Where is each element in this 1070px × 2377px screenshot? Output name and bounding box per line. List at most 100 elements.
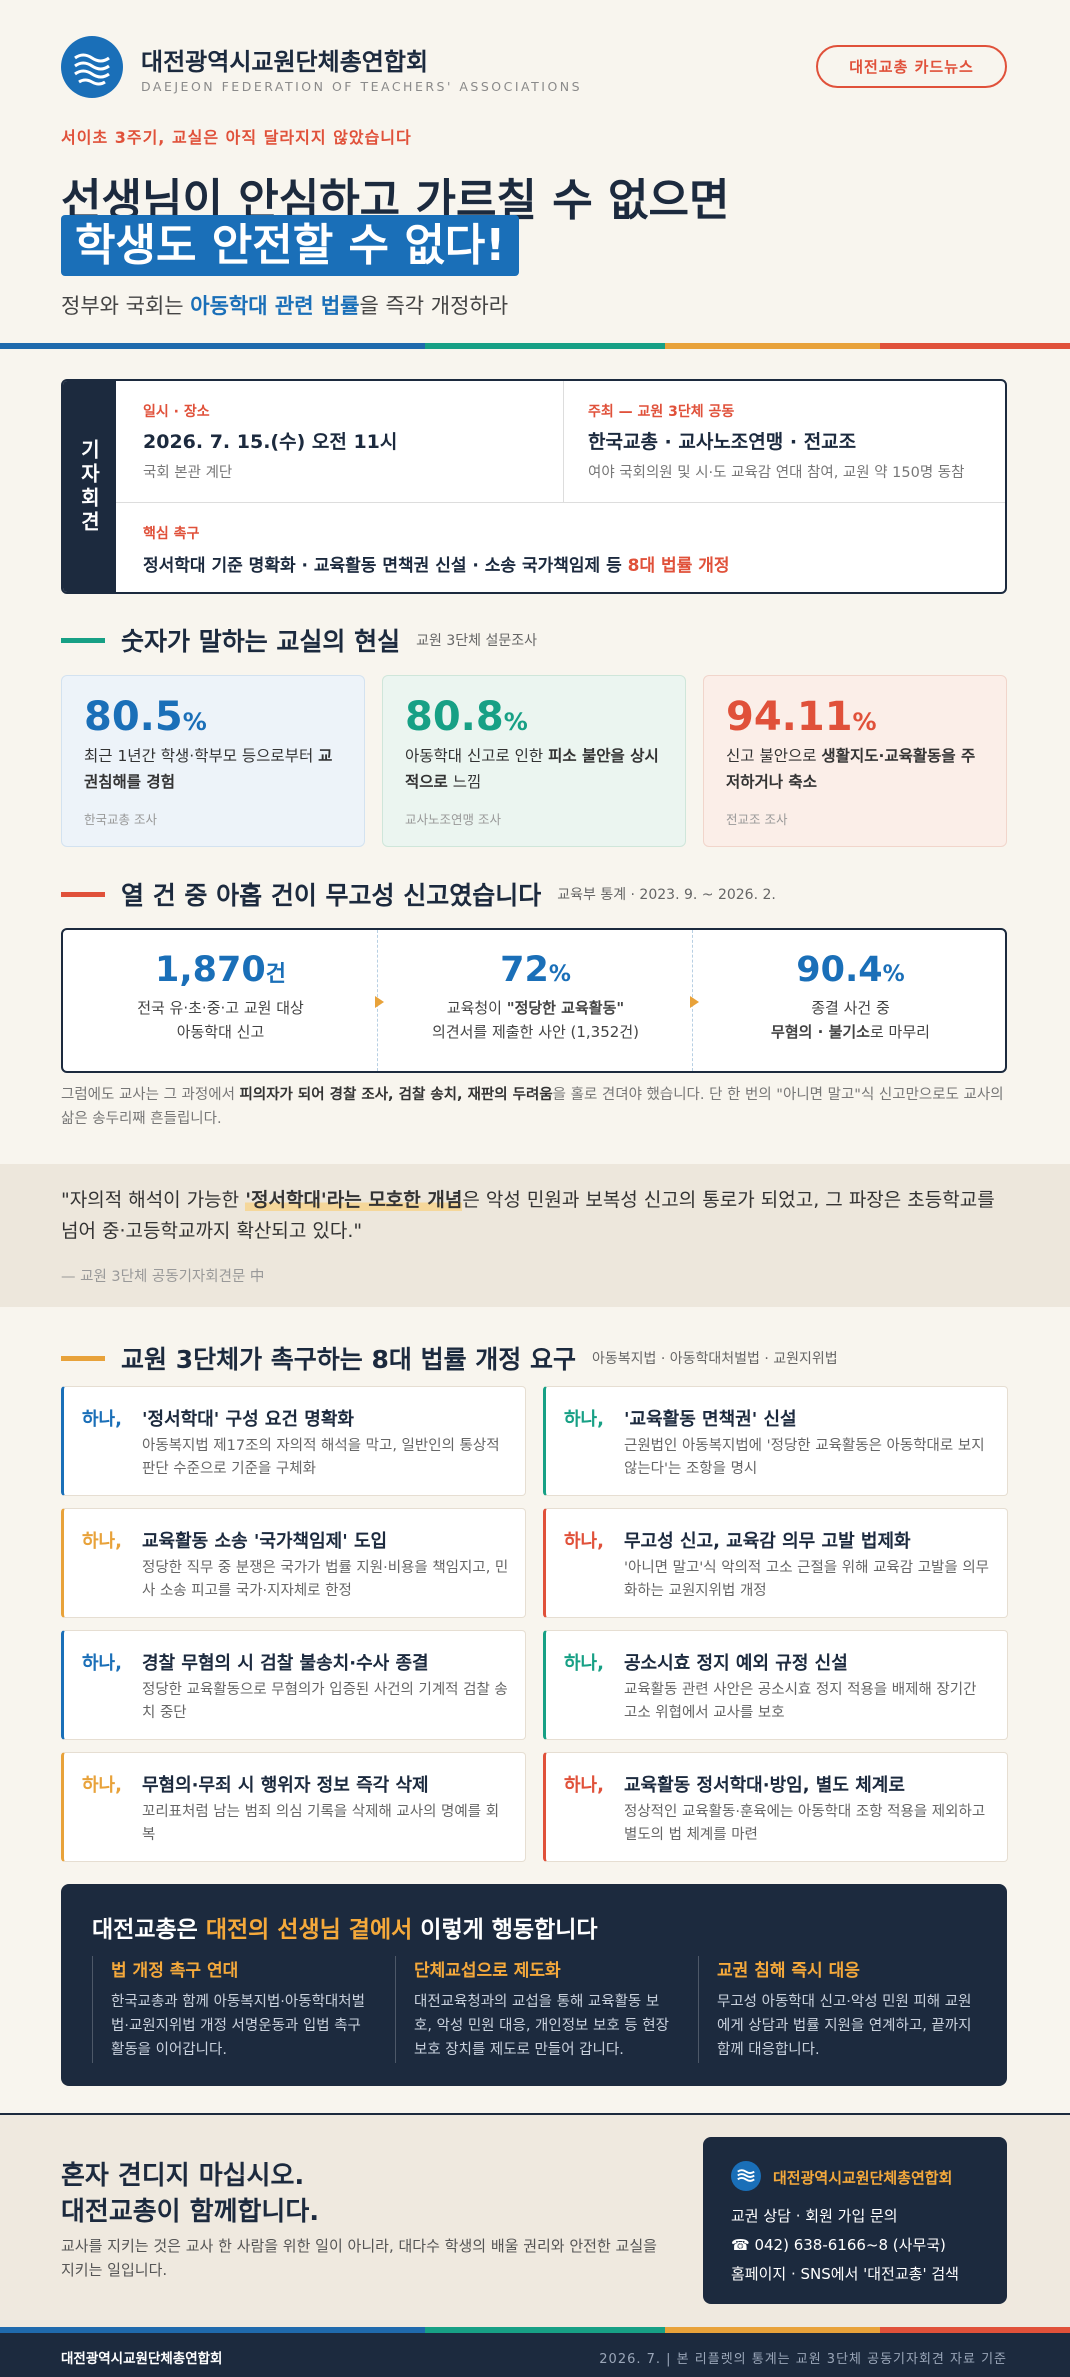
footer-bar bbox=[0, 2333, 1070, 2377]
org-name-en: DAEJEON FEDERATION OF TEACHERS' ASSOCIAT… bbox=[141, 79, 583, 94]
card-news-button[interactable]: 대전교총 카드뉴스 bbox=[816, 45, 1007, 88]
stat-card: 94.11% 신고 불안으로 생활지도·교육활동을 주저하거나 축소 전교조 조… bbox=[703, 675, 1007, 847]
date: 2026. 7. 15.(수) 오전 11시 bbox=[143, 431, 398, 453]
law-desc: 아동복지법 제17조의 자의적 해석을 막고, 일반인의 통상적 판단 수준으로… bbox=[142, 1438, 500, 1478]
label: 주최 — 교원 3단체 공동 bbox=[588, 404, 735, 420]
demand: 정서학대 기준 명확화 · 교육활동 면책권 신설 · 소송 국가책임제 등 8… bbox=[143, 551, 730, 576]
press-label: 기자회견 bbox=[63, 381, 116, 592]
emphasis: 아동학대 관련 법률 bbox=[190, 294, 360, 318]
stat-unit: % bbox=[852, 708, 877, 736]
text: 전국 유·초·중·고 교원 대상 bbox=[137, 999, 304, 1017]
headline-highlight: 학생도 안전할 수 없다! bbox=[61, 215, 520, 276]
text: 아동학대 신고로 인한 bbox=[405, 747, 549, 765]
text: 이렇게 행동합니다 bbox=[412, 1917, 598, 1943]
action-item-desc: 한국교총과 함께 아동복지법·아동학대처벌법·교원지위법 개정 서명운동과 입법… bbox=[111, 1994, 365, 2058]
emphasis: 생활지도·교육활동을 주저하거나 축소 bbox=[726, 747, 976, 791]
contact-org: 대전광역시교원단체총연합회 bbox=[773, 2169, 953, 2187]
law-title: 무혐의·무죄 시 행위자 정보 즉각 삭제 bbox=[142, 1775, 429, 1796]
emphasis: 무혐의 · 불기소 bbox=[771, 1023, 870, 1041]
contact-line: 홈페이지 · SNS에서 '대전교총' 검색 bbox=[731, 2265, 959, 2283]
attendees: 여야 국회의원 및 시·도 교육감 연대 참여, 교원 약 150명 동참 bbox=[588, 465, 965, 481]
report-unit: % bbox=[882, 962, 905, 987]
law-prefix: 하나, bbox=[82, 1653, 122, 1674]
text: 은 악성 민원과 보복성 신고의 통로가 되었고, 그 파장은 초등학교를 넘어… bbox=[61, 1189, 995, 1243]
law-prefix: 하나, bbox=[82, 1409, 122, 1430]
report-item: 90.4% 종결 사건 중 무혐의 · 불기소로 마무리 bbox=[693, 930, 1008, 1071]
law-prefix: 하나, bbox=[564, 1409, 604, 1430]
report-item: 72% 교육청이 "정당한 교육활동" 의견서를 제출한 사안 (1,352건) bbox=[378, 930, 693, 1071]
law-title: 공소시효 정지 예외 규정 신설 bbox=[624, 1653, 848, 1674]
subtitle: 정부와 국회는 아동학대 관련 법률을 즉각 개정하라 bbox=[61, 290, 508, 320]
contact-line: 교권 상담 · 회원 가입 문의 bbox=[731, 2207, 898, 2225]
text: 대전교총은 bbox=[92, 1917, 206, 1943]
label: 일시 · 장소 bbox=[143, 404, 210, 420]
stat-text: 최근 1년간 학생·학부모 등으로부터 교권침해를 경험 bbox=[84, 744, 342, 795]
law-desc: 정당한 교육활동으로 무혐의가 입증된 사건의 기계적 검찰 송치 중단 bbox=[142, 1682, 508, 1722]
closing-headline: 혼자 견디지 마십시오. bbox=[61, 2161, 305, 2191]
closing-headline: 대전교총이 함께합니다. bbox=[61, 2197, 320, 2227]
place: 국회 본관 계단 bbox=[143, 465, 233, 481]
stat-unit: % bbox=[182, 708, 207, 736]
law-card: 하나, 교육활동 소송 '국가책임제' 도입 정당한 직무 중 분쟁은 국가가 법률… bbox=[61, 1508, 526, 1618]
action-item: 단체교섭으로 제도화 대전교육청과의 교섭을 통해 교육활동 보호, 악성 민원 … bbox=[395, 1956, 675, 2063]
stat-source: 전교조 조사 bbox=[726, 812, 788, 827]
emphasis: 8대 법률 개정 bbox=[627, 556, 730, 576]
stat-value: 94.11 bbox=[726, 694, 853, 740]
text: 종결 사건 중 bbox=[811, 999, 890, 1017]
press-box: 기자회견 일시 · 장소 2026. 7. 15.(수) 오전 11시 국회 본… bbox=[61, 379, 1007, 594]
logo bbox=[731, 2161, 761, 2191]
action-item-title: 단체교섭으로 제도화 bbox=[414, 1961, 561, 1981]
text: 로 마무리 bbox=[869, 1023, 930, 1041]
section-header: 숫자가 말하는 교실의 현실 교원 3단체 설문조사 bbox=[61, 622, 537, 658]
law-prefix: 하나, bbox=[82, 1531, 122, 1552]
action-title: 대전교총은 대전의 선생님 곁에서 이렇게 행동합니다 bbox=[92, 1910, 598, 1944]
stat-text: 신고 불안으로 생활지도·교육활동을 주저하거나 축소 bbox=[726, 744, 984, 795]
emphasis: 교권침해를 경험 bbox=[84, 747, 333, 791]
stat-source: 한국교총 조사 bbox=[84, 812, 157, 827]
color-stripe bbox=[0, 343, 1070, 349]
law-card: 하나, '정서학대' 구성 요건 명확화 아동복지법 제17조의 자의적 해석을 막… bbox=[61, 1386, 526, 1496]
text: 의견서를 제출한 사안 (1,352건) bbox=[432, 1023, 639, 1041]
action-item-title: 교권 침해 즉시 대응 bbox=[717, 1961, 860, 1981]
law-prefix: 하나, bbox=[564, 1653, 604, 1674]
arrow bbox=[690, 996, 699, 1008]
org-name: 대전광역시교원단체총연합회 bbox=[141, 48, 429, 76]
text: 신고 불안으로 bbox=[726, 747, 822, 765]
paragraph: 그럼에도 교사는 그 과정에서 피의자가 되어 경찰 조사, 검찰 송치, 재판… bbox=[61, 1084, 1007, 1132]
color-stripe bbox=[0, 2327, 1070, 2333]
text: 교육청이 bbox=[446, 999, 507, 1017]
action-item-title: 법 개정 촉구 연대 bbox=[111, 1961, 239, 1981]
label: 핵심 촉구 bbox=[143, 526, 200, 542]
text: "자의적 해석이 가능한 bbox=[61, 1189, 246, 1211]
law-desc: 꼬리표처럼 남는 범죄 의심 기록을 삭제해 교사의 명예를 회복 bbox=[142, 1804, 500, 1844]
section-title: 숫자가 말하는 교실의 현실 bbox=[121, 627, 401, 656]
law-prefix: 하나, bbox=[564, 1775, 604, 1796]
law-card: 하나, 무혐의·무죄 시 행위자 정보 즉각 삭제 꼬리표처럼 남는 범죄 의심 기… bbox=[61, 1752, 526, 1862]
action-item-desc: 무고성 아동학대 신고·악성 민원 피해 교원에게 상담과 법률 지원을 연계하… bbox=[717, 1994, 972, 2058]
stat-card: 80.5% 최근 1년간 학생·학부모 등으로부터 교권침해를 경험 한국교총 … bbox=[61, 675, 365, 847]
section-header: 교원 3단체가 촉구하는 8대 법률 개정 요구 아동복지법 · 아동학대처벌법 … bbox=[61, 1340, 838, 1376]
contact-box: 대전광역시교원단체총연합회 교권 상담 · 회원 가입 문의 ☎ 042) 63… bbox=[703, 2137, 1007, 2304]
section-note: 교원 3단체 설문조사 bbox=[416, 633, 537, 649]
arrow bbox=[375, 996, 384, 1008]
text: 아동학대 신고 bbox=[176, 1023, 265, 1041]
text: 최근 1년간 학생·학부모 등으로부터 bbox=[84, 747, 319, 765]
law-card: 하나, 교육활동 정서학대·방임, 별도 체계로 정상적인 교육활동·훈육에는 아동… bbox=[543, 1752, 1008, 1862]
stat-card: 80.8% 아동학대 신고로 인한 피소 불안을 상시적으로 느낌 교사노조연맹… bbox=[382, 675, 686, 847]
logo bbox=[61, 36, 123, 98]
hosts: 한국교총 · 교사노조연맹 · 전교조 bbox=[588, 431, 857, 453]
law-card: 하나, 무고성 신고, 교육감 의무 고발 법제화 '아니면 말고'식 악의적 고소… bbox=[543, 1508, 1008, 1618]
law-title: 경찰 무혐의 시 검찰 불송치·수사 종결 bbox=[142, 1653, 429, 1674]
text: 을 즉각 개정하라 bbox=[359, 294, 509, 318]
section-title: 열 건 중 아홉 건이 무고성 신고였습니다 bbox=[121, 881, 542, 910]
law-title: 교육활동 정서학대·방임, 별도 체계로 bbox=[624, 1775, 905, 1796]
section-note: 아동복지법 · 아동학대처벌법 · 교원지위법 bbox=[592, 1351, 838, 1367]
section-title: 교원 3단체가 촉구하는 8대 법률 개정 요구 bbox=[121, 1345, 577, 1374]
law-card: 하나, '교육활동 면책권' 신설 근원법인 아동복지법에 '정당한 교육활동은 아… bbox=[543, 1386, 1008, 1496]
report-value: 72 bbox=[500, 950, 549, 990]
report-unit: 건 bbox=[265, 962, 286, 987]
reports-box: 1,870건 전국 유·초·중·고 교원 대상 아동학대 신고 72% 교육청이 … bbox=[61, 928, 1007, 1073]
